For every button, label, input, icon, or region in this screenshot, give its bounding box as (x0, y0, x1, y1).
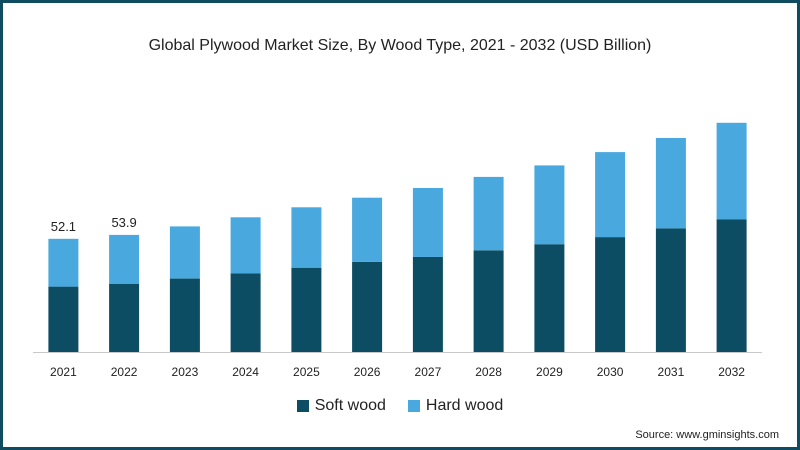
data-label-2021: 52.1 (51, 219, 76, 234)
x-tick-label-2032: 2032 (718, 365, 745, 379)
bar-hard-wood-2029 (534, 165, 565, 245)
data-label-2022: 53.9 (111, 215, 136, 230)
bar-soft-wood-2026 (352, 261, 383, 352)
x-tick-label-2029: 2029 (536, 365, 563, 379)
x-tick-label-2027: 2027 (415, 365, 442, 379)
source-note: Source: www.gminsights.com (635, 429, 779, 441)
x-tick-label-2028: 2028 (475, 365, 502, 379)
legend-item-soft-wood: Soft wood (296, 397, 386, 415)
bar-soft-wood-2023 (169, 278, 200, 352)
bar-hard-wood-2022 (109, 234, 140, 284)
bar-soft-wood-2021 (48, 286, 79, 352)
x-tick-label-2030: 2030 (597, 365, 624, 379)
legend-swatch-hard-wood (407, 400, 420, 412)
legend-label-hard-wood: Hard wood (425, 397, 504, 414)
bar-hard-wood-2028 (473, 176, 504, 251)
legend: Soft wood Hard wood (3, 397, 797, 415)
x-tick-label-2031: 2031 (658, 365, 685, 379)
bar-soft-wood-2032 (716, 219, 747, 352)
chart-title: Global Plywood Market Size, By Wood Type… (148, 37, 652, 54)
bar-soft-wood-2028 (473, 250, 504, 352)
x-tick-label-2025: 2025 (293, 365, 320, 379)
bar-soft-wood-2024 (230, 273, 261, 352)
bar-hard-wood-2023 (169, 226, 200, 279)
x-tick-label-2022: 2022 (111, 365, 138, 379)
bar-soft-wood-2031 (655, 228, 686, 352)
legend-item-hard-wood: Hard wood (407, 397, 504, 415)
bar-hard-wood-2031 (655, 138, 686, 229)
bar-hard-wood-2025 (291, 207, 322, 268)
bar-hard-wood-2026 (352, 197, 383, 262)
bar-soft-wood-2022 (109, 284, 140, 352)
bar-soft-wood-2027 (412, 256, 443, 352)
legend-label-soft-wood: Soft wood (314, 397, 386, 414)
bar-hard-wood-2021 (48, 238, 79, 287)
bar-hard-wood-2030 (595, 152, 626, 238)
bar-soft-wood-2029 (534, 244, 565, 352)
bar-hard-wood-2032 (716, 122, 747, 220)
bar-hard-wood-2024 (230, 217, 261, 274)
x-tick-label-2024: 2024 (232, 365, 259, 379)
bar-hard-wood-2027 (412, 188, 443, 257)
x-tick-label-2021: 2021 (50, 365, 77, 379)
stacked-bar-chart: 52.1 2021 53.9 2022 2023 2024 2025 2026 2027 2028… (33, 122, 762, 379)
x-tick-label-2023: 2023 (172, 365, 199, 379)
bar-soft-wood-2030 (595, 237, 626, 352)
x-tick-label-2026: 2026 (354, 365, 381, 379)
bar-soft-wood-2025 (291, 267, 322, 352)
legend-swatch-soft-wood (296, 400, 309, 412)
